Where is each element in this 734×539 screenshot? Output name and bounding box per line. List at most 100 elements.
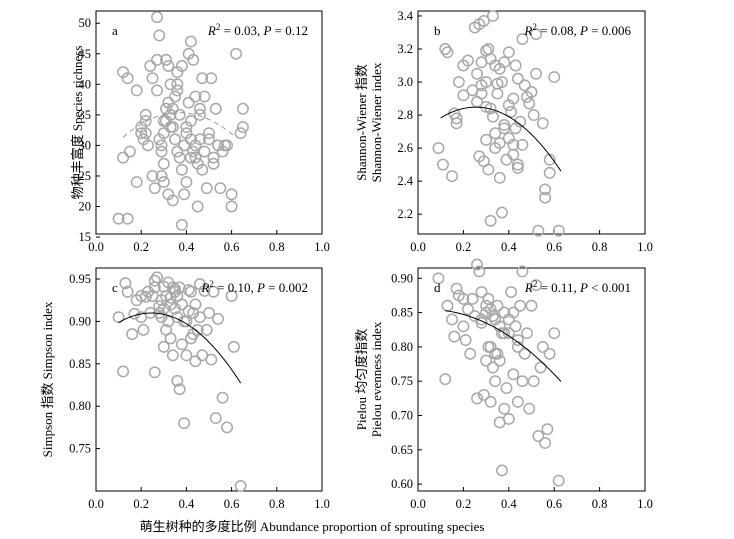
data-point xyxy=(498,327,511,340)
data-point xyxy=(171,78,184,91)
data-point xyxy=(446,170,458,183)
y-tick-label: 30 xyxy=(79,138,92,152)
data-point xyxy=(480,354,493,367)
x-tick-label: 0.8 xyxy=(592,240,608,254)
x-tick-label: 0.8 xyxy=(269,497,285,511)
x-tick-label: 0.6 xyxy=(224,497,240,511)
data-point xyxy=(236,102,249,115)
data-point xyxy=(532,430,545,443)
data-point xyxy=(209,412,222,425)
data-point xyxy=(507,368,520,381)
y-tick-label: 2.6 xyxy=(397,141,413,155)
data-point xyxy=(198,284,211,297)
x-tick-label: 0.0 xyxy=(410,240,426,254)
data-point xyxy=(175,298,188,311)
data-point xyxy=(482,163,495,176)
data-point xyxy=(209,102,222,115)
x-tick-label: 0.0 xyxy=(88,497,104,511)
x-tick-label: 0.6 xyxy=(546,497,562,511)
data-point xyxy=(498,119,511,131)
data-point xyxy=(207,157,220,170)
data-point xyxy=(548,71,561,84)
data-point xyxy=(450,112,463,125)
data-point xyxy=(539,191,552,204)
fit-curve xyxy=(118,312,242,384)
data-point xyxy=(230,47,243,60)
data-point xyxy=(221,139,234,152)
data-point xyxy=(189,90,202,103)
data-point xyxy=(162,60,175,72)
data-point xyxy=(146,170,159,182)
panel-a: 0.0 0.2 0.4 0.6 0.8 1.0 15 20 25 30 35 40 45 50 a R2 = … xyxy=(70,10,330,254)
data-point xyxy=(160,53,173,66)
data-point xyxy=(552,474,565,487)
data-point xyxy=(516,138,529,151)
data-point xyxy=(511,72,524,85)
data-point xyxy=(505,286,518,298)
data-point xyxy=(157,176,170,189)
data-point xyxy=(169,133,182,146)
data-point xyxy=(155,139,168,152)
data-point xyxy=(151,84,163,97)
data-point xyxy=(196,72,209,85)
data-point xyxy=(452,76,465,88)
data-point xyxy=(439,43,452,55)
data-point xyxy=(532,224,545,237)
data-point xyxy=(498,402,511,415)
data-point xyxy=(187,145,200,158)
data-point xyxy=(178,188,191,201)
fit-curve xyxy=(445,310,562,382)
data-point xyxy=(496,206,508,219)
data-point xyxy=(225,290,238,302)
data-point xyxy=(117,151,130,164)
data-point xyxy=(484,395,497,408)
data-point xyxy=(196,163,209,176)
data-point xyxy=(175,163,188,176)
y-tick-label: 25 xyxy=(79,169,92,183)
data-point xyxy=(527,375,540,388)
data-point xyxy=(484,214,497,227)
y-tick-label: 2.4 xyxy=(397,174,413,188)
data-point xyxy=(207,151,220,164)
data-point xyxy=(441,299,454,312)
data-point xyxy=(486,361,499,374)
data-point xyxy=(142,139,154,152)
data-point xyxy=(439,373,452,386)
data-point xyxy=(171,84,184,97)
data-point xyxy=(225,188,238,201)
data-point xyxy=(173,151,186,164)
data-point xyxy=(191,200,204,213)
data-point xyxy=(173,108,186,121)
y-tick-label: 15 xyxy=(79,230,92,244)
data-point xyxy=(509,320,522,333)
data-point xyxy=(121,72,134,85)
panel-letter: a xyxy=(112,23,118,38)
data-point xyxy=(194,108,206,121)
data-point xyxy=(130,84,143,97)
data-point xyxy=(151,53,163,66)
y-tick-label: 0.75 xyxy=(391,374,413,388)
data-point xyxy=(523,97,536,110)
y-tick-label: 45 xyxy=(79,47,92,61)
data-point xyxy=(200,182,213,195)
data-point xyxy=(536,117,549,130)
fit-curve xyxy=(122,112,237,139)
data-point xyxy=(441,46,454,59)
x-tick-label: 0.6 xyxy=(224,240,240,254)
y-tick-label: 0.90 xyxy=(69,314,91,328)
data-point xyxy=(157,157,170,170)
data-point xyxy=(137,323,150,336)
x-tick-label: 1.0 xyxy=(637,497,653,511)
panel-d: 0.0 0.2 0.4 0.6 0.8 1.0 0.60 0.65 0.70 0.75 0.80 0.… xyxy=(354,258,653,511)
x-tick-label: 1.0 xyxy=(637,240,653,254)
data-point xyxy=(500,382,513,395)
data-point xyxy=(518,347,531,360)
y-axis-label: Simpson 指数 Simpson index xyxy=(40,301,55,457)
y-tick-label: 0.85 xyxy=(391,306,413,320)
data-point xyxy=(530,28,542,41)
data-point xyxy=(502,46,515,59)
data-point xyxy=(155,145,168,158)
data-point xyxy=(527,109,540,122)
data-point xyxy=(135,127,148,140)
data-point xyxy=(155,170,168,182)
